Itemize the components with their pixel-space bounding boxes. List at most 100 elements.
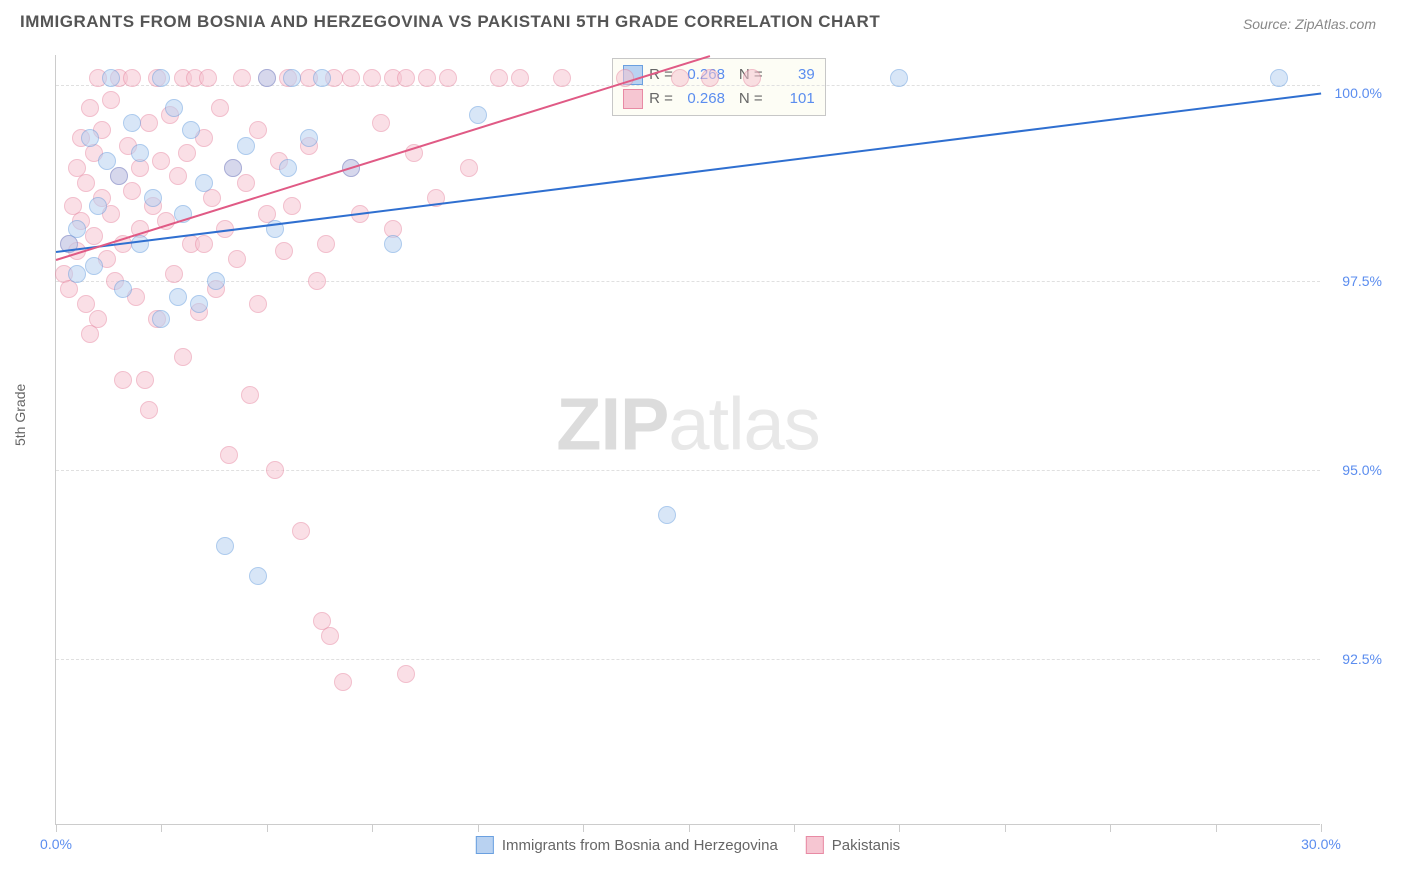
scatter-point bbox=[418, 69, 436, 87]
scatter-point bbox=[249, 567, 267, 585]
scatter-point bbox=[469, 106, 487, 124]
scatter-point bbox=[110, 167, 128, 185]
scatter-point bbox=[228, 250, 246, 268]
scatter-point bbox=[220, 446, 238, 464]
scatter-point bbox=[114, 371, 132, 389]
y-tick-label: 92.5% bbox=[1342, 651, 1382, 667]
scatter-point bbox=[279, 159, 297, 177]
legend-n-value: 101 bbox=[771, 87, 815, 111]
trend-line bbox=[56, 93, 1321, 254]
scatter-point bbox=[152, 152, 170, 170]
scatter-point bbox=[165, 99, 183, 117]
scatter-point bbox=[123, 182, 141, 200]
scatter-point bbox=[152, 310, 170, 328]
gridline bbox=[56, 281, 1320, 282]
y-tick-label: 100.0% bbox=[1335, 85, 1382, 101]
scatter-point bbox=[216, 537, 234, 555]
scatter-point bbox=[85, 257, 103, 275]
scatter-point bbox=[68, 265, 86, 283]
scatter-point bbox=[77, 295, 95, 313]
legend-item: Immigrants from Bosnia and Herzegovina bbox=[476, 836, 778, 854]
scatter-point bbox=[237, 174, 255, 192]
scatter-point bbox=[283, 197, 301, 215]
legend-item: Pakistanis bbox=[806, 836, 900, 854]
x-tick bbox=[1110, 824, 1111, 832]
x-tick bbox=[583, 824, 584, 832]
scatter-point bbox=[98, 152, 116, 170]
y-tick-label: 95.0% bbox=[1342, 462, 1382, 478]
x-tick-label: 30.0% bbox=[1301, 836, 1341, 852]
scatter-point bbox=[658, 506, 676, 524]
scatter-point bbox=[300, 129, 318, 147]
scatter-point bbox=[123, 114, 141, 132]
scatter-point bbox=[321, 627, 339, 645]
scatter-point bbox=[313, 69, 331, 87]
scatter-point bbox=[144, 189, 162, 207]
scatter-point bbox=[511, 69, 529, 87]
scatter-point bbox=[131, 144, 149, 162]
scatter-point bbox=[81, 99, 99, 117]
scatter-point bbox=[249, 121, 267, 139]
x-tick bbox=[1321, 824, 1322, 832]
scatter-point bbox=[439, 69, 457, 87]
legend-n-label: N = bbox=[739, 87, 763, 111]
scatter-point bbox=[169, 288, 187, 306]
stats-legend: R = 0.268 N = 39R = 0.268 N = 101 bbox=[612, 58, 826, 116]
watermark-zip: ZIP bbox=[556, 383, 668, 466]
x-tick bbox=[478, 824, 479, 832]
legend-r-value: 0.268 bbox=[681, 87, 725, 111]
scatter-point bbox=[890, 69, 908, 87]
watermark-atlas: atlas bbox=[668, 383, 819, 466]
x-tick bbox=[1216, 824, 1217, 832]
scatter-point bbox=[334, 673, 352, 691]
scatter-point bbox=[89, 310, 107, 328]
legend-swatch bbox=[476, 836, 494, 854]
scatter-point bbox=[182, 121, 200, 139]
x-tick bbox=[56, 824, 57, 832]
scatter-point bbox=[283, 69, 301, 87]
legend-n-value: 39 bbox=[771, 63, 815, 87]
legend-label: Pakistanis bbox=[832, 837, 900, 854]
scatter-point bbox=[102, 91, 120, 109]
x-tick bbox=[267, 824, 268, 832]
scatter-point bbox=[195, 235, 213, 253]
x-tick bbox=[372, 824, 373, 832]
scatter-point bbox=[237, 137, 255, 155]
gridline bbox=[56, 470, 1320, 471]
scatter-point bbox=[140, 401, 158, 419]
x-tick-label: 0.0% bbox=[40, 836, 72, 852]
y-axis-label: 5th Grade bbox=[12, 384, 28, 446]
series-legend: Immigrants from Bosnia and Herzegovina Pa… bbox=[476, 836, 900, 854]
scatter-point bbox=[363, 69, 381, 87]
source-attribution: Source: ZipAtlas.com bbox=[1243, 16, 1376, 32]
scatter-point bbox=[372, 114, 390, 132]
scatter-point bbox=[553, 69, 571, 87]
y-tick-label: 97.5% bbox=[1342, 273, 1382, 289]
legend-r-label: R = bbox=[649, 87, 673, 111]
chart-title: IMMIGRANTS FROM BOSNIA AND HERZEGOVINA V… bbox=[20, 12, 880, 32]
plot-area: ZIPatlas R =0.268N =39R =0.268N =101 Imm… bbox=[55, 55, 1320, 825]
scatter-point bbox=[224, 159, 242, 177]
x-tick bbox=[689, 824, 690, 832]
scatter-point bbox=[140, 114, 158, 132]
scatter-point bbox=[275, 242, 293, 260]
scatter-point bbox=[165, 265, 183, 283]
scatter-point bbox=[397, 665, 415, 683]
scatter-point bbox=[114, 280, 132, 298]
scatter-point bbox=[195, 174, 213, 192]
scatter-point bbox=[308, 272, 326, 290]
scatter-point bbox=[68, 220, 86, 238]
scatter-point bbox=[490, 69, 508, 87]
legend-row: R = 0.268 N = 101 bbox=[623, 87, 815, 111]
scatter-point bbox=[397, 69, 415, 87]
scatter-point bbox=[258, 69, 276, 87]
scatter-point bbox=[266, 461, 284, 479]
scatter-point bbox=[317, 235, 335, 253]
scatter-point bbox=[207, 272, 225, 290]
scatter-point bbox=[152, 69, 170, 87]
scatter-point bbox=[743, 69, 761, 87]
scatter-point bbox=[241, 386, 259, 404]
legend-swatch bbox=[623, 89, 643, 109]
scatter-point bbox=[342, 69, 360, 87]
watermark: ZIPatlas bbox=[556, 382, 819, 467]
